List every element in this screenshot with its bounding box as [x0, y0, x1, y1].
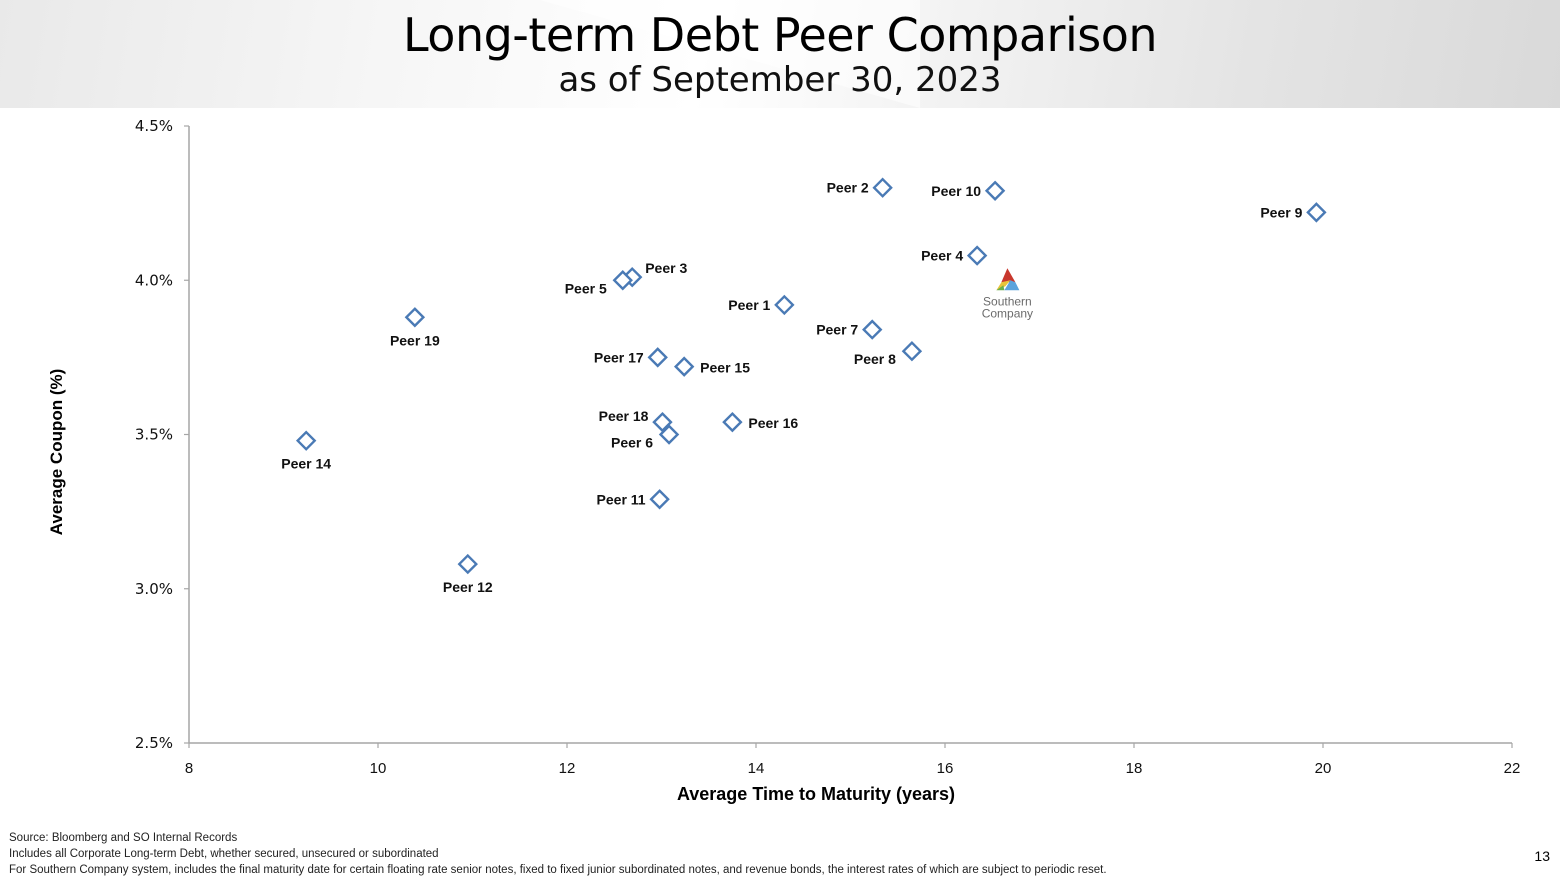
x-tick-label: 20: [1315, 760, 1332, 777]
footnote-source: Source: Bloomberg and SO Internal Record…: [9, 832, 238, 844]
data-point: Peer 5: [565, 270, 633, 296]
data-point: Peer 9: [1260, 202, 1327, 223]
diamond-marker-icon: [295, 430, 317, 451]
logo-text-line1: Southern: [983, 294, 1032, 308]
data-point-label: Peer 10: [931, 183, 981, 199]
footnote-southern-company: For Southern Company system, includes th…: [9, 864, 1107, 876]
diamond-marker-icon: [647, 347, 668, 368]
diamond-marker-icon: [658, 424, 680, 445]
diamond-marker-icon: [457, 553, 478, 575]
x-axis-label: Average Time to Maturity (years): [677, 784, 955, 804]
data-point-label: Peer 14: [281, 456, 331, 472]
data-point: Peer 18: [599, 408, 673, 433]
data-point: Peer 17: [594, 347, 668, 368]
diamond-marker-icon: [984, 180, 1006, 201]
data-point: Peer 1: [728, 294, 795, 316]
data-point: Peer 4: [921, 245, 988, 266]
data-point-label: Peer 8: [854, 351, 896, 367]
data-point: Peer 11: [597, 489, 670, 510]
x-tick-label: 16: [937, 760, 954, 777]
data-point-label: Peer 19: [390, 332, 440, 348]
chart-points: Peer 1 Peer 2 Peer 3 Peer 4 Peer 5 Peer 6 Peer…: [281, 177, 1327, 595]
data-point: Peer 2: [827, 177, 893, 198]
y-tick-label: 3.0%: [135, 580, 173, 598]
data-point: Peer 15: [673, 356, 750, 377]
x-tick-label: 14: [748, 760, 765, 777]
y-tick-label: 4.5%: [135, 117, 173, 135]
slide-header-banner: [0, 0, 1560, 108]
data-point: Peer 3: [622, 260, 687, 288]
diamond-marker-icon: [774, 294, 795, 316]
data-point-label: Peer 17: [594, 349, 644, 365]
data-point-label: Peer 16: [748, 415, 798, 431]
data-point: Peer 8: [854, 341, 923, 367]
diamond-marker-icon: [872, 177, 893, 198]
y-tick-label: 3.5%: [135, 426, 173, 444]
diamond-marker-icon: [649, 489, 670, 510]
data-point-label: Peer 2: [827, 180, 869, 196]
page-number: 13: [1534, 848, 1550, 864]
data-point: Peer 10: [931, 180, 1006, 201]
data-point-label: Peer 1: [728, 297, 770, 313]
x-tick-label: 8: [185, 760, 193, 777]
diamond-marker-icon: [673, 356, 695, 377]
x-tick-label: 18: [1126, 760, 1143, 777]
x-tick-label: 12: [559, 760, 576, 777]
diamond-marker-icon: [966, 245, 988, 266]
data-point: Peer 7: [816, 319, 883, 340]
data-point-label: Peer 6: [611, 435, 653, 451]
diamond-marker-icon: [722, 411, 743, 433]
slide-title: Long-term Debt Peer Comparison: [402, 8, 1158, 62]
data-point-label: Peer 15: [700, 360, 750, 376]
x-tick-label: 10: [370, 760, 387, 777]
data-point-label: Peer 3: [645, 260, 687, 276]
diamond-marker-icon: [901, 341, 923, 362]
slide-subtitle: as of September 30, 2023: [558, 60, 1002, 100]
y-tick-label: 2.5%: [135, 734, 173, 752]
data-point: Peer 14: [281, 430, 331, 472]
data-point-label: Peer 5: [565, 280, 607, 296]
logo-text-line2: Company: [982, 306, 1033, 320]
chart-axes: 2.5% 3.0% 3.5% 4.0% 4.5% 8 10 12 14 16 18 20 22: [135, 117, 1520, 777]
scatter-chart: 2.5% 3.0% 3.5% 4.0% 4.5% 8 10 12 14 16 18 20 22 Peer…: [47, 117, 1520, 804]
diamond-marker-icon: [652, 411, 673, 433]
diamond-marker-icon: [862, 319, 883, 340]
data-point: Peer 12: [443, 553, 493, 595]
data-point-label: Peer 4: [921, 248, 963, 264]
diamond-marker-icon: [1306, 202, 1327, 223]
footnotes: Source: Bloomberg and SO Internal Record…: [9, 830, 1107, 878]
data-point-label: Peer 18: [599, 408, 649, 424]
diamond-marker-icon: [404, 307, 426, 328]
data-point-label: Peer 12: [443, 579, 493, 595]
footnote-scope: Includes all Corporate Long-term Debt, w…: [9, 848, 439, 860]
data-point: Peer 6: [611, 424, 680, 451]
y-tick-label: 4.0%: [135, 271, 173, 289]
x-tick-label: 22: [1504, 760, 1521, 777]
y-axis-label: Average Coupon (%): [47, 369, 66, 536]
data-point: Peer 16: [722, 411, 798, 433]
diamond-marker-icon: [612, 270, 633, 291]
data-point-label: Peer 11: [597, 491, 646, 507]
data-point-label: Peer 7: [816, 322, 858, 338]
data-point: Peer 19: [390, 307, 440, 348]
data-point-label: Peer 9: [1260, 204, 1302, 220]
